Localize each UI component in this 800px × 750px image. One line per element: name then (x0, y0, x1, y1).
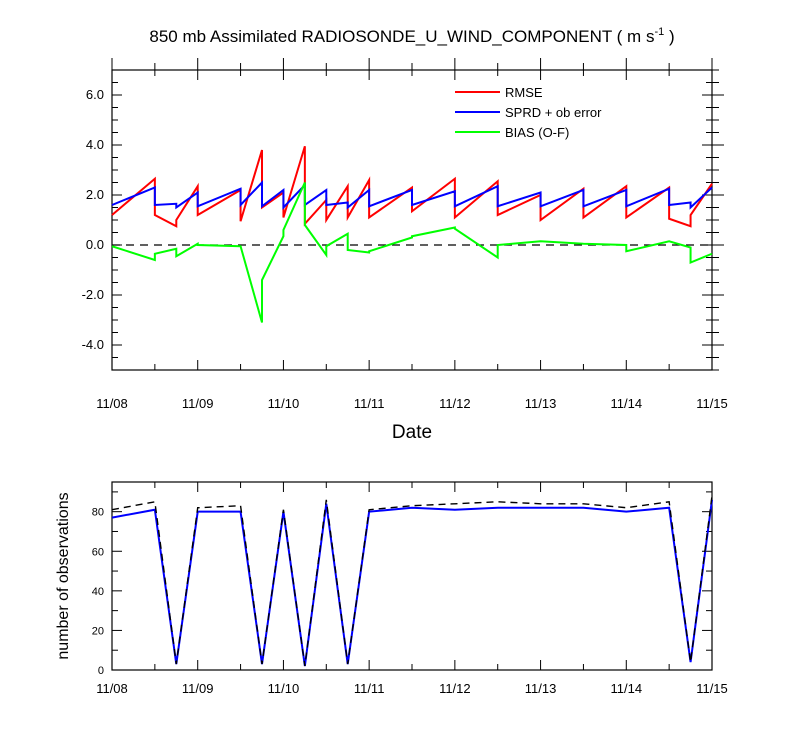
x-tick-label: 11/12 (439, 396, 471, 411)
chart-title-main: 850 mb Assimilated RADIOSONDE_U_WIND_COM… (149, 27, 654, 46)
y-axis-label-observations: number of observations (55, 492, 72, 659)
series-line-sprd-ob-error (111, 180, 713, 210)
x-tick-label: 11/14 (610, 396, 642, 411)
chart-title-superscript: -1 (654, 26, 664, 38)
x-tick-label: 11/11 (354, 681, 385, 696)
legend-label-sprd: SPRD + ob error (505, 105, 602, 120)
y-tick-label: -2.0 (82, 287, 104, 302)
x-tick-label: 11/15 (696, 396, 728, 411)
x-tick-label: 11/14 (610, 681, 642, 696)
y-tick-label: 40 (92, 586, 104, 598)
legend-label-bias: BIAS (O-F) (505, 125, 569, 140)
series-line-bias-o-f (111, 182, 713, 323)
bottom-series-group (111, 495, 713, 667)
x-axis-label: Date (392, 422, 432, 443)
top-plot-frame (111, 69, 713, 371)
y-tick-label: 20 (92, 625, 104, 637)
x-tick-label: 11/10 (268, 681, 300, 696)
x-tick-label: 11/09 (182, 681, 214, 696)
chart-title-end: ) (664, 27, 674, 46)
bottom-plot-frame (111, 481, 713, 671)
top-panel: 11/08 11/09 11/10 11/11 11/12 11/13 11/14 11/15… (82, 58, 728, 443)
x-tick-label: 11/08 (96, 681, 128, 696)
bottom-panel: 11/08 11/09 11/10 11/11 11/12 11/13 11/14 11/15… (55, 481, 728, 696)
legend-label-rmse: RMSE (505, 85, 543, 100)
x-tick-label: 11/15 (696, 681, 728, 696)
series-line-observations-used (111, 499, 713, 667)
x-tick-label: 11/13 (525, 681, 557, 696)
x-tick-label: 11/08 (96, 396, 128, 411)
x-tick-label: 11/10 (268, 396, 300, 411)
x-tick-label: 11/11 (354, 396, 385, 411)
y-tick-label: 80 (92, 507, 104, 519)
y-tick-label: 6.0 (86, 87, 104, 102)
top-axis-ticks: 11/08 11/09 11/10 11/11 11/12 11/13 11/14 11/15… (82, 58, 728, 411)
y-tick-label: 0.0 (86, 237, 104, 252)
series-line-rmse (111, 145, 713, 228)
y-tick-label: 0 (98, 665, 104, 677)
y-tick-label: -4.0 (82, 337, 104, 352)
x-tick-label: 11/13 (525, 396, 557, 411)
y-tick-label: 60 (92, 546, 104, 558)
x-tick-label: 11/12 (439, 681, 471, 696)
y-tick-label: 4.0 (86, 137, 104, 152)
y-tick-label: 2.0 (86, 187, 104, 202)
top-series-group (111, 145, 713, 323)
series-line-observations-total (111, 495, 713, 667)
bottom-axis-ticks: 11/08 11/09 11/10 11/11 11/12 11/13 11/14 11/15… (92, 482, 728, 696)
x-tick-label: 11/09 (182, 396, 214, 411)
legend: RMSE SPRD + ob error BIAS (O-F) (455, 85, 602, 140)
chart-title: 850 mb Assimilated RADIOSONDE_U_WIND_COM… (149, 26, 674, 46)
